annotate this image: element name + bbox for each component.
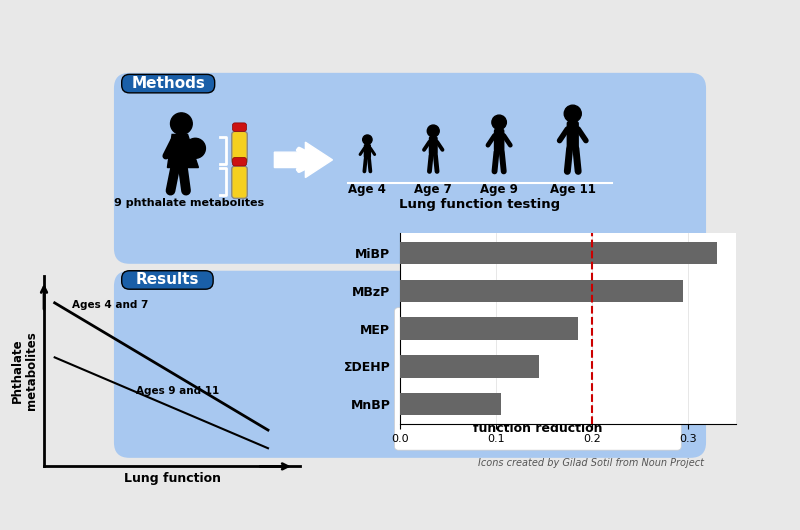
- Text: Icons created by Gilad Sotil from Noun Project: Icons created by Gilad Sotil from Noun P…: [478, 458, 705, 468]
- Text: Age 4: Age 4: [349, 183, 386, 196]
- FancyArrowPatch shape: [277, 150, 318, 170]
- Bar: [400, 242, 717, 264]
- Polygon shape: [274, 142, 333, 178]
- FancyBboxPatch shape: [494, 129, 504, 152]
- Text: Age 11: Age 11: [550, 183, 596, 196]
- Polygon shape: [167, 135, 198, 167]
- FancyBboxPatch shape: [114, 271, 706, 458]
- FancyBboxPatch shape: [233, 123, 246, 131]
- Y-axis label: Phthalate
metabolites: Phthalate metabolites: [10, 332, 38, 410]
- Text: 9 phthalate metabolites: 9 phthalate metabolites: [114, 198, 264, 208]
- FancyBboxPatch shape: [364, 144, 370, 158]
- Circle shape: [170, 113, 192, 135]
- Text: Ages 9 and 11: Ages 9 and 11: [136, 386, 219, 396]
- FancyBboxPatch shape: [114, 73, 706, 264]
- FancyBboxPatch shape: [394, 308, 682, 450]
- Text: Methods: Methods: [131, 76, 205, 91]
- Circle shape: [492, 115, 506, 129]
- Text: the mixture effect on the lung: the mixture effect on the lung: [432, 410, 644, 423]
- FancyBboxPatch shape: [232, 166, 247, 198]
- Circle shape: [427, 125, 439, 137]
- Text: function reduction: function reduction: [473, 422, 602, 435]
- FancyBboxPatch shape: [122, 74, 214, 93]
- Text: Age 7: Age 7: [414, 183, 452, 196]
- Circle shape: [564, 105, 582, 122]
- Bar: [400, 317, 578, 340]
- FancyBboxPatch shape: [232, 131, 247, 164]
- Text: Phthalate metabolites contribution in: Phthalate metabolites contribution in: [406, 399, 670, 412]
- FancyBboxPatch shape: [430, 136, 437, 155]
- Circle shape: [186, 138, 206, 158]
- Text: Results: Results: [136, 272, 199, 287]
- FancyBboxPatch shape: [567, 121, 578, 148]
- FancyBboxPatch shape: [122, 271, 213, 289]
- Text: Age 9: Age 9: [480, 183, 518, 196]
- Bar: [400, 355, 539, 377]
- X-axis label: Lung function: Lung function: [123, 472, 221, 485]
- FancyBboxPatch shape: [233, 157, 246, 166]
- Circle shape: [362, 135, 372, 144]
- Bar: [400, 393, 501, 416]
- Text: Ages 4 and 7: Ages 4 and 7: [72, 301, 148, 310]
- Text: Lung function testing: Lung function testing: [399, 198, 560, 211]
- Bar: [400, 280, 683, 302]
